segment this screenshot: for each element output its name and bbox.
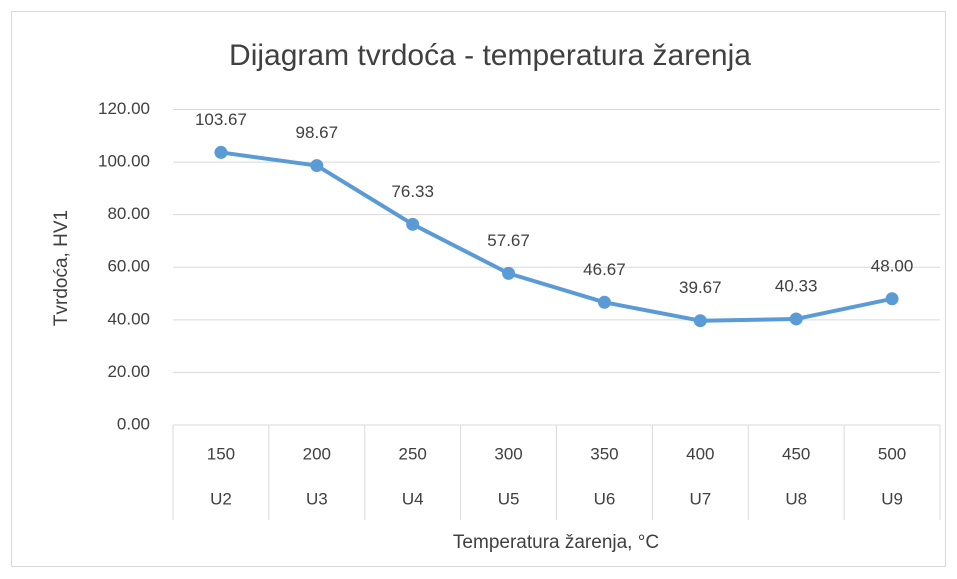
data-label: 48.00 [871,256,914,275]
data-point [885,292,899,306]
x-group-label: U7 [689,489,711,508]
data-label: 98.67 [296,123,339,142]
data-point [597,295,611,309]
x-group-label: U5 [498,489,520,508]
data-label: 76.33 [391,182,434,201]
y-tick-label: 60.00 [107,257,150,276]
x-tick-label: 150 [207,444,235,463]
data-point [789,312,803,326]
y-tick-label: 0.00 [117,414,150,433]
x-group-label: U2 [210,489,232,508]
data-point [310,159,324,173]
x-tick-label: 450 [782,444,810,463]
x-group-label: U9 [881,489,903,508]
y-tick-label: 80.00 [107,204,150,223]
data-label: 103.67 [195,110,247,129]
x-axis-title: Temperatura žarenja, °C [453,532,659,553]
data-point [502,266,516,280]
data-label: 57.67 [487,231,530,250]
x-tick-label: 500 [878,444,906,463]
data-label: 39.67 [679,278,722,297]
chart-border [11,11,946,567]
chart-title: Dijagram tvrdoća - temperatura žarenja [229,39,751,72]
x-tick-label: 350 [590,444,618,463]
x-group-label: U4 [402,489,424,508]
y-axis-title: Tvrdoća, HV1 [51,210,72,326]
data-point [406,217,420,231]
x-group-label: U8 [785,489,807,508]
x-group-label: U3 [306,489,328,508]
x-tick-label: 300 [494,444,522,463]
data-line [220,150,893,323]
data-point [693,314,707,328]
y-tick-label: 20.00 [107,362,150,381]
y-tick-label: 40.00 [107,309,150,328]
x-tick-label: 400 [686,444,714,463]
x-tick-label: 200 [303,444,331,463]
y-tick-label: 100.00 [98,152,150,171]
data-label: 46.67 [583,260,626,279]
x-tick-label: 250 [399,444,427,463]
y-tick-label: 120.00 [98,99,150,118]
data-label: 40.33 [775,276,818,295]
x-group-label: U6 [594,489,616,508]
data-point [214,145,228,159]
